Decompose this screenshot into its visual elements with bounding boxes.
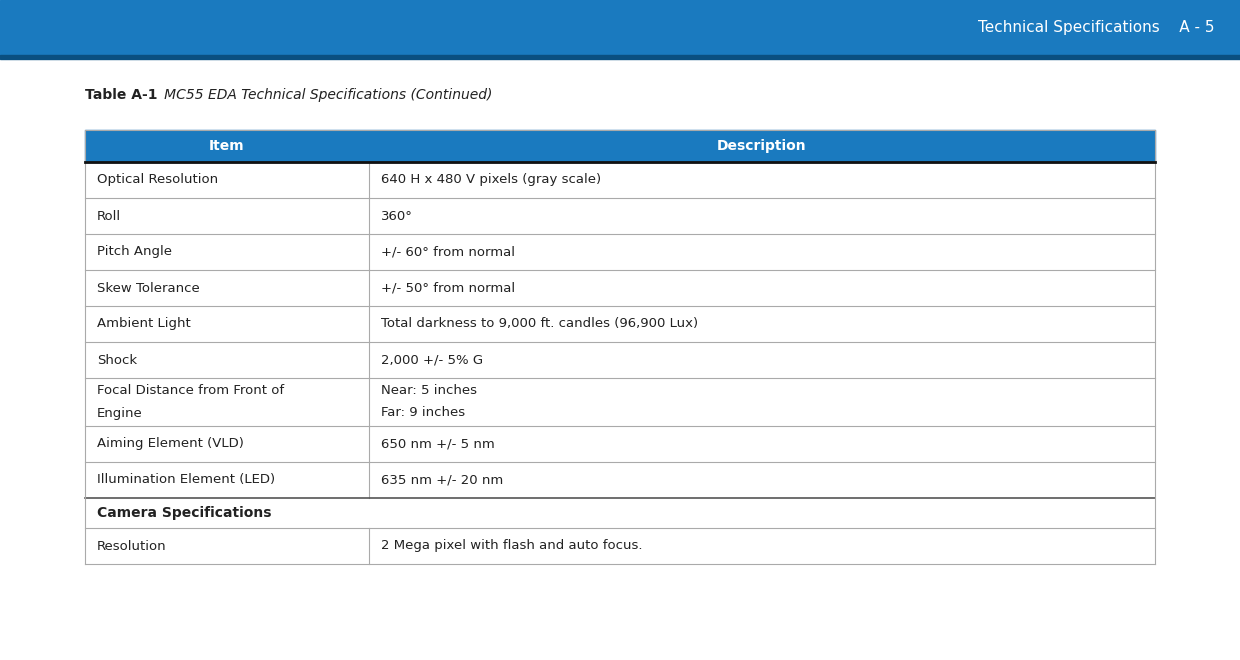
Bar — [86, 130, 1154, 162]
Text: Ambient Light: Ambient Light — [97, 317, 191, 331]
Text: Technical Specifications    A - 5: Technical Specifications A - 5 — [978, 20, 1215, 35]
Text: 2,000 +/- 5% G: 2,000 +/- 5% G — [381, 354, 482, 366]
Text: Table A-1: Table A-1 — [86, 88, 157, 102]
Text: 635 nm +/- 20 nm: 635 nm +/- 20 nm — [381, 473, 502, 486]
Text: Focal Distance from Front of: Focal Distance from Front of — [97, 385, 284, 397]
Text: Roll: Roll — [97, 209, 122, 222]
Text: 640 H x 480 V pixels (gray scale): 640 H x 480 V pixels (gray scale) — [381, 174, 600, 187]
Text: Item: Item — [210, 139, 244, 153]
Text: 360°: 360° — [381, 209, 413, 222]
Text: Pitch Angle: Pitch Angle — [97, 246, 172, 259]
Text: +/- 60° from normal: +/- 60° from normal — [381, 246, 515, 259]
Bar — [0, 0, 1240, 55]
Bar — [0, 55, 1240, 59]
Text: Shock: Shock — [97, 354, 138, 366]
Text: Optical Resolution: Optical Resolution — [97, 174, 218, 187]
Text: Total darkness to 9,000 ft. candles (96,900 Lux): Total darkness to 9,000 ft. candles (96,… — [381, 317, 698, 331]
Text: Aiming Element (VLD): Aiming Element (VLD) — [97, 438, 244, 451]
Text: Illumination Element (LED): Illumination Element (LED) — [97, 473, 275, 486]
Text: 2 Mega pixel with flash and auto focus.: 2 Mega pixel with flash and auto focus. — [381, 539, 642, 552]
Text: Resolution: Resolution — [97, 539, 166, 552]
Text: 650 nm +/- 5 nm: 650 nm +/- 5 nm — [381, 438, 495, 451]
Text: Engine: Engine — [97, 407, 143, 420]
Text: Near: 5 inches: Near: 5 inches — [381, 385, 476, 397]
Text: Description: Description — [717, 139, 806, 153]
Text: Skew Tolerance: Skew Tolerance — [97, 282, 200, 294]
Text: +/- 50° from normal: +/- 50° from normal — [381, 282, 515, 294]
Text: MC55 EDA Technical Specifications (Continued): MC55 EDA Technical Specifications (Conti… — [151, 88, 492, 102]
Text: Camera Specifications: Camera Specifications — [97, 506, 272, 520]
Text: Far: 9 inches: Far: 9 inches — [381, 407, 465, 420]
